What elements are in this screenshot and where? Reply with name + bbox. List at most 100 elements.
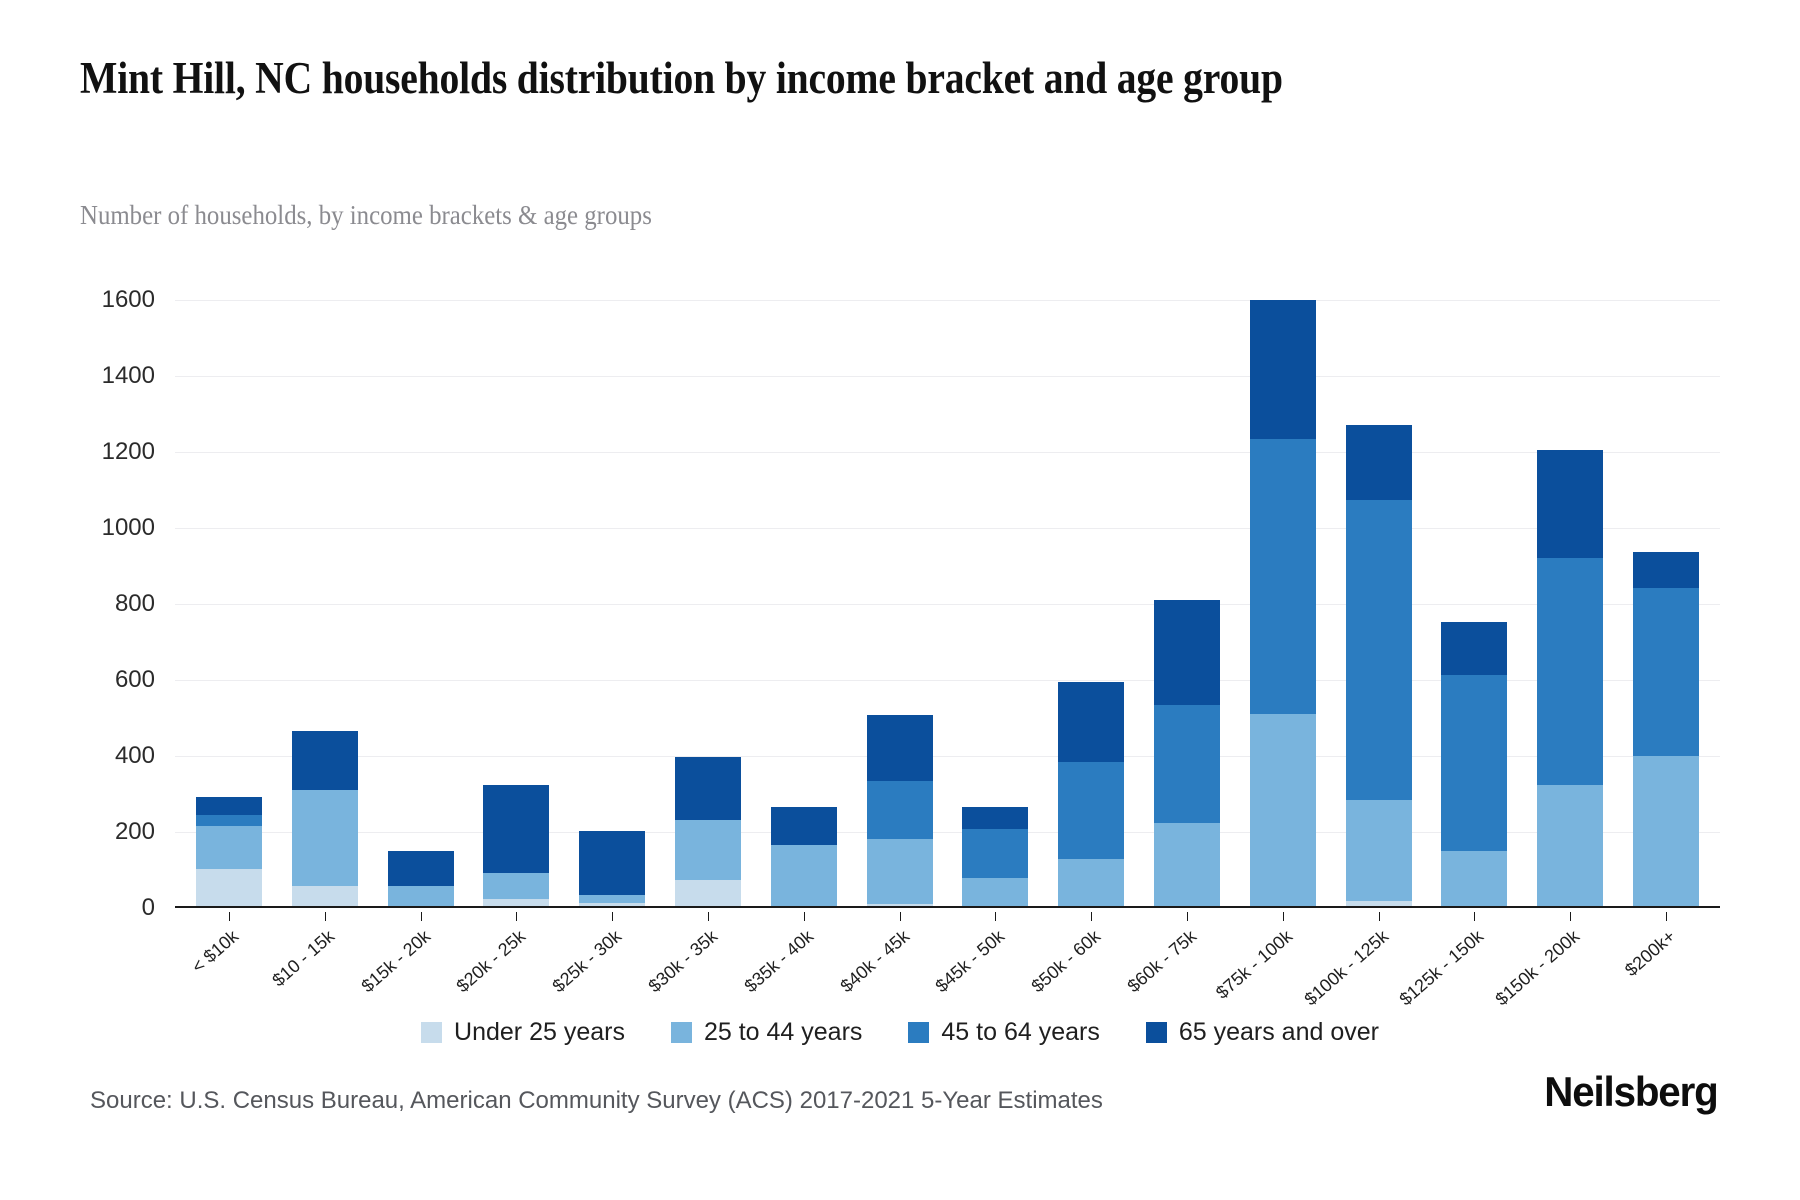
bar-column[interactable]	[468, 300, 564, 908]
bar-series-container	[175, 300, 1720, 908]
bar-segment[interactable]	[1441, 675, 1508, 851]
bar-segment[interactable]	[579, 830, 646, 895]
bar-segment[interactable]	[962, 878, 1029, 908]
x-axis-tick: $75k - 100k	[1212, 912, 1331, 1082]
bar-stack[interactable]	[579, 830, 646, 908]
bar-column[interactable]	[181, 300, 277, 908]
bar-stack[interactable]	[1345, 425, 1412, 908]
bar-segment[interactable]	[1537, 558, 1604, 785]
bar-segment[interactable]	[195, 814, 262, 827]
bar-segment[interactable]	[387, 886, 454, 908]
bar-stack[interactable]	[1537, 450, 1604, 908]
bar-segment[interactable]	[866, 714, 933, 782]
bar-segment[interactable]	[1154, 822, 1221, 908]
bar-column[interactable]	[1331, 300, 1427, 908]
bar-stack[interactable]	[1058, 682, 1125, 908]
bar-segment[interactable]	[866, 903, 933, 908]
y-axis-tick-label: 0	[141, 894, 155, 921]
bar-segment[interactable]	[1633, 756, 1700, 908]
bar-stack[interactable]	[770, 806, 837, 908]
bar-segment[interactable]	[674, 820, 741, 881]
bar-segment[interactable]	[1058, 858, 1125, 908]
bar-column[interactable]	[564, 300, 660, 908]
x-axis-tick: $60k - 75k	[1124, 912, 1235, 1082]
legend-item[interactable]: 25 to 44 years	[670, 1018, 862, 1047]
bar-stack[interactable]	[1154, 600, 1221, 908]
bar-segment[interactable]	[1345, 425, 1412, 501]
bar-segment[interactable]	[1249, 300, 1316, 439]
bar-stack[interactable]	[1441, 621, 1508, 908]
bar-segment[interactable]	[770, 844, 837, 908]
x-axis-tick: $10 - 15k	[268, 912, 373, 1082]
bar-segment[interactable]	[674, 756, 741, 821]
bar-segment[interactable]	[962, 829, 1029, 879]
x-axis-tick: $35k - 40k	[740, 912, 852, 1082]
bar-segment[interactable]	[1537, 450, 1604, 559]
bar-segment[interactable]	[1345, 901, 1412, 908]
bar-segment[interactable]	[674, 880, 741, 908]
gridline	[175, 528, 1720, 529]
bar-segment[interactable]	[387, 851, 454, 887]
page-subtitle: Number of households, by income brackets…	[80, 200, 652, 230]
bar-column[interactable]	[1618, 300, 1714, 908]
bar-segment[interactable]	[1249, 714, 1316, 908]
bar-segment[interactable]	[195, 868, 262, 908]
bar-column[interactable]	[852, 300, 948, 908]
bar-segment[interactable]	[1154, 600, 1221, 705]
y-axis-tick-label: 200	[114, 818, 155, 845]
bar-segment[interactable]	[1249, 438, 1316, 715]
bar-segment[interactable]	[1154, 704, 1221, 823]
bar-stack[interactable]	[483, 784, 550, 908]
bar-segment[interactable]	[195, 826, 262, 869]
bar-segment[interactable]	[291, 731, 358, 791]
bar-segment[interactable]	[1441, 851, 1508, 908]
gridline	[175, 300, 1720, 301]
bar-stack[interactable]	[195, 797, 262, 908]
x-axis-tick-label: < $10k	[187, 926, 243, 977]
bar-column[interactable]	[277, 300, 373, 908]
bar-segment[interactable]	[866, 838, 933, 904]
gridline	[175, 680, 1720, 681]
bar-segment[interactable]	[1345, 500, 1412, 801]
bar-segment[interactable]	[1058, 762, 1125, 859]
legend-item[interactable]: 65 years and over	[1145, 1018, 1379, 1047]
x-axis-tick: < $10k	[181, 912, 277, 1082]
bar-column[interactable]	[1427, 300, 1523, 908]
legend-item[interactable]: 45 to 64 years	[908, 1018, 1100, 1047]
bar-column[interactable]	[948, 300, 1044, 908]
legend-item[interactable]: Under 25 years	[421, 1018, 625, 1047]
bar-stack[interactable]	[674, 756, 741, 908]
bar-column[interactable]	[373, 300, 469, 908]
bar-segment[interactable]	[483, 898, 550, 908]
bar-segment[interactable]	[1633, 552, 1700, 589]
x-axis-tick-mark	[516, 912, 518, 921]
bar-segment[interactable]	[1345, 800, 1412, 902]
bar-stack[interactable]	[291, 731, 358, 908]
bar-column[interactable]	[1235, 300, 1331, 908]
bar-stack[interactable]	[962, 806, 1029, 908]
bar-segment[interactable]	[483, 784, 550, 873]
bar-column[interactable]	[1043, 300, 1139, 908]
bar-segment[interactable]	[579, 894, 646, 904]
bar-column[interactable]	[1139, 300, 1235, 908]
bar-segment[interactable]	[770, 806, 837, 845]
bar-column[interactable]	[756, 300, 852, 908]
bar-segment[interactable]	[291, 790, 358, 887]
bar-segment[interactable]	[1058, 682, 1125, 763]
bar-stack[interactable]	[1633, 552, 1700, 908]
bar-stack[interactable]	[1249, 300, 1316, 908]
bar-stack[interactable]	[866, 714, 933, 908]
bar-segment[interactable]	[291, 886, 358, 908]
bar-segment[interactable]	[579, 903, 646, 908]
bar-column[interactable]	[660, 300, 756, 908]
bar-segment[interactable]	[866, 781, 933, 839]
bar-stack[interactable]	[387, 851, 454, 908]
bar-segment[interactable]	[1537, 784, 1604, 908]
bar-segment[interactable]	[1441, 621, 1508, 676]
bar-segment[interactable]	[483, 872, 550, 899]
bar-segment[interactable]	[962, 806, 1029, 830]
bar-column[interactable]	[1522, 300, 1618, 908]
bar-segment[interactable]	[195, 797, 262, 815]
bar-segment[interactable]	[1633, 588, 1700, 756]
